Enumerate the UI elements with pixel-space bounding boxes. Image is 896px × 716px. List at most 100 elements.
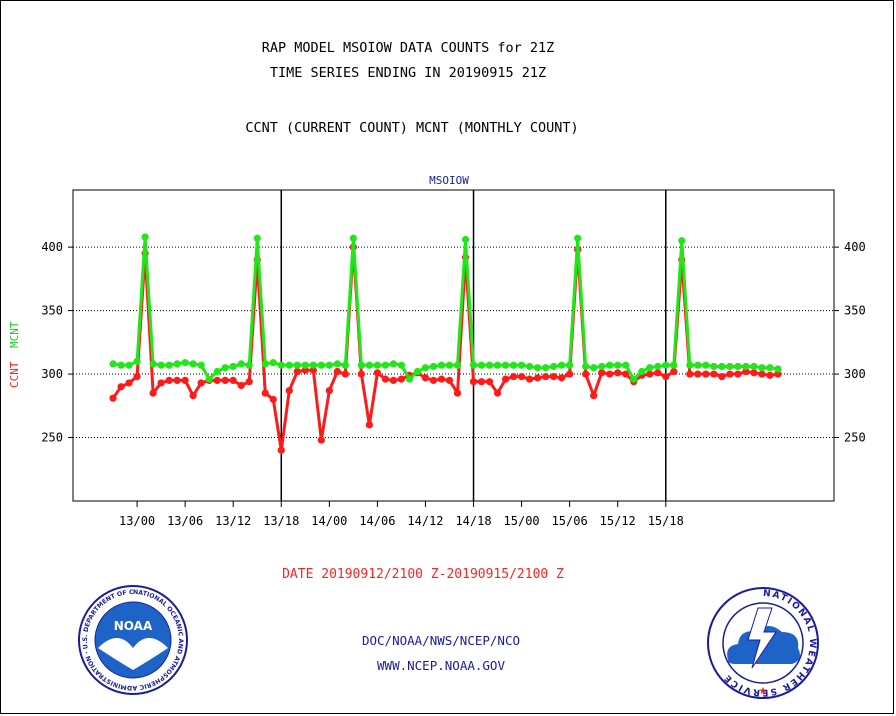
mcnt-point — [205, 375, 213, 383]
mcnt-point — [662, 361, 670, 369]
mcnt-point — [389, 360, 398, 368]
ccnt-point — [582, 370, 590, 378]
ccnt-point — [309, 366, 317, 374]
ccnt-point — [189, 392, 197, 400]
ccnt-point — [526, 375, 534, 383]
mcnt-point — [469, 361, 478, 369]
ccnt-point — [245, 378, 253, 386]
mcnt-point — [582, 362, 590, 371]
mcnt-point — [165, 361, 173, 369]
ccnt-point — [421, 374, 430, 382]
ccnt-point — [133, 373, 141, 381]
y-tick-label-right: 350 — [844, 304, 866, 318]
mcnt-point — [317, 361, 325, 369]
ccnt-point — [389, 376, 398, 385]
ccnt-point — [686, 370, 694, 378]
mcnt-point — [189, 360, 197, 368]
mcnt-point — [638, 367, 646, 376]
mcnt-point — [349, 234, 357, 242]
mcnt-point — [141, 233, 149, 241]
ccnt-point — [662, 373, 670, 381]
mcnt-point — [614, 361, 622, 369]
mcnt-point — [702, 361, 710, 369]
ccnt-point — [429, 376, 438, 385]
mcnt-point — [566, 361, 574, 369]
mcnt-point — [181, 359, 189, 367]
x-tick-label: 15/18 — [648, 514, 684, 528]
ccnt-point — [341, 370, 349, 378]
mcnt-point — [365, 361, 373, 369]
mcnt-point — [437, 361, 446, 369]
mcnt-point — [574, 234, 582, 242]
x-tick-label: 13/12 — [215, 514, 251, 528]
x-tick-label: 13/00 — [119, 514, 155, 528]
ccnt-point — [453, 389, 462, 397]
ccnt-point — [373, 369, 381, 377]
mcnt-point — [133, 357, 141, 365]
mcnt-point — [173, 360, 181, 368]
ccnt-point — [509, 373, 518, 381]
org-line: DOC/NOAA/NWS/NCEP/NCO — [362, 633, 520, 648]
mcnt-point — [558, 361, 566, 369]
ccnt-point — [469, 378, 478, 386]
mcnt-point — [197, 361, 205, 369]
url-line[interactable]: WWW.NCEP.NOAA.GOV — [377, 658, 505, 673]
mcnt-point — [157, 361, 165, 369]
ccnt-point — [437, 375, 446, 383]
y-tick-label-left: 250 — [41, 431, 63, 445]
ccnt-point — [325, 386, 333, 395]
ccnt-point — [734, 370, 742, 378]
mcnt-point — [485, 361, 494, 369]
ccnt-point — [477, 378, 486, 386]
ccnt-point — [622, 370, 630, 378]
mcnt-point — [453, 361, 462, 369]
ccnt-point — [694, 370, 702, 378]
ccnt-point — [654, 369, 662, 377]
ccnt-point — [117, 383, 125, 391]
y-tick-label-right: 300 — [844, 367, 866, 381]
noaa-logo-text: NOAA — [114, 619, 153, 633]
ccnt-point — [109, 394, 117, 402]
mcnt-point — [542, 364, 550, 372]
mcnt-point — [766, 364, 774, 372]
ccnt-point — [758, 370, 766, 378]
y-axis-label-ccnt: CCNT — [8, 361, 21, 388]
mcnt-point — [405, 375, 414, 383]
mcnt-point — [598, 362, 606, 371]
mcnt-point — [253, 234, 261, 242]
mcnt-point — [357, 361, 365, 369]
mcnt-point — [341, 361, 349, 369]
ccnt-point — [766, 371, 774, 379]
x-tick-label: 14/00 — [311, 514, 347, 528]
ccnt-point — [229, 376, 237, 385]
nws-logo-star: ★ — [759, 686, 768, 697]
nws-logo-bolt — [747, 607, 777, 669]
ccnt-point — [485, 378, 494, 386]
mcnt-point — [125, 361, 133, 369]
x-tick-label: 15/12 — [600, 514, 636, 528]
mcnt-point — [213, 367, 221, 376]
mcnt-point — [710, 362, 718, 371]
mcnt-point — [670, 361, 678, 369]
ccnt-point — [774, 370, 782, 378]
mcnt-point — [429, 362, 438, 371]
y-axis-label-mcnt: MCNT — [8, 321, 21, 348]
nws-logo: NATIONAL WEATHER SERVICE ★ — [707, 587, 819, 699]
ccnt-point — [365, 421, 373, 429]
mcnt-point — [493, 361, 502, 369]
x-tick-label: 14/06 — [359, 514, 395, 528]
ccnt-point — [702, 370, 710, 378]
mcnt-point — [381, 361, 390, 369]
mcnt-point — [734, 362, 742, 371]
mcnt-point — [237, 360, 245, 368]
ccnt-point — [670, 367, 678, 376]
ccnt-point — [301, 366, 309, 374]
ccnt-point — [750, 369, 758, 377]
ccnt-point — [646, 370, 654, 378]
mcnt-point — [285, 361, 293, 369]
ccnt-point — [726, 370, 734, 378]
ccnt-point — [598, 369, 606, 377]
mcnt-point — [606, 361, 614, 369]
chart-subtitle: CCNT (CURRENT COUNT) MCNT (MONTHLY COUNT… — [245, 120, 578, 136]
